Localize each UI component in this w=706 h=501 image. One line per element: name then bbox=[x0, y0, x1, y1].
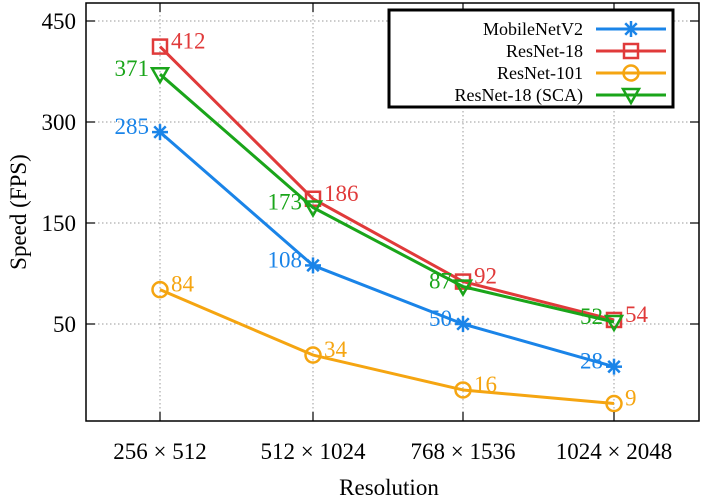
data-label-mobilenetv2: 108 bbox=[268, 247, 303, 272]
x-axis-label: Resolution bbox=[339, 475, 439, 500]
data-label-resnet-18: 54 bbox=[625, 302, 649, 327]
data-point-mobilenetv2 bbox=[455, 316, 471, 332]
series-line-resnet-18 bbox=[158, 45, 615, 322]
series-mobilenetv2: 285 108 50 28 bbox=[115, 114, 622, 375]
tick-layer: 50 150 300 450 256 × 512 512 × 1024 768 × 1536… bbox=[42, 3, 699, 464]
series-layer: 285 108 50 28 412 186 92 54 84 34 16 9 371 173 87 52 bbox=[115, 29, 649, 413]
data-point-resnet-18-sca bbox=[302, 200, 324, 219]
series-resnet-18-sca: 371 173 87 52 bbox=[115, 56, 625, 333]
x-tick-label: 512 × 1024 bbox=[261, 439, 366, 464]
legend-entry-resnet-18: ResNet-18 bbox=[506, 41, 666, 61]
series-line-resnet-101 bbox=[159, 288, 615, 406]
y-axis-label: Speed (FPS) bbox=[6, 154, 31, 270]
data-point-resnet-18-sca bbox=[452, 279, 474, 298]
data-label-resnet-18-sca: 173 bbox=[268, 190, 303, 215]
legend-marker-resnet-18-sca bbox=[620, 87, 642, 106]
data-label-mobilenetv2: 50 bbox=[429, 306, 452, 331]
series-line-mobilenetv2 bbox=[159, 130, 615, 369]
series-line-resnet-18-sca bbox=[159, 73, 615, 324]
legend-entry-resnet-101: ResNet-101 bbox=[497, 63, 666, 83]
data-point-resnet-18-sca bbox=[603, 314, 625, 333]
legend-marker-resnet-18 bbox=[622, 42, 640, 60]
data-label-resnet-18-sca: 52 bbox=[580, 304, 603, 329]
legend: MobileNetV2ResNet-18ResNet-101ResNet-18 … bbox=[387, 8, 675, 109]
legend-label-resnet-101: ResNet-101 bbox=[497, 63, 583, 83]
y-tick-label: 450 bbox=[42, 9, 77, 34]
data-point-mobilenetv2 bbox=[606, 358, 622, 375]
data-label-resnet-18-sca: 371 bbox=[115, 56, 150, 81]
data-point-mobilenetv2 bbox=[305, 257, 321, 274]
legend-label-resnet-18-sca: ResNet-18 (SCA) bbox=[455, 85, 584, 106]
data-label-resnet-101: 9 bbox=[625, 386, 637, 411]
data-label-resnet-18: 92 bbox=[474, 264, 497, 289]
y-tick-label: 150 bbox=[42, 211, 77, 236]
legend-label-resnet-18: ResNet-18 bbox=[506, 41, 583, 61]
data-point-resnet-18 bbox=[151, 38, 169, 55]
legend-entry-resnet-18-sca: ResNet-18 (SCA) bbox=[455, 85, 666, 106]
data-point-resnet-101 bbox=[304, 346, 322, 364]
data-label-resnet-18: 186 bbox=[324, 181, 359, 206]
x-tick-label: 768 × 1536 bbox=[411, 439, 516, 464]
legend-marker-mobilenetv2 bbox=[623, 21, 639, 37]
series-resnet-101: 84 34 16 9 bbox=[151, 272, 637, 413]
data-label-resnet-101: 34 bbox=[324, 337, 348, 362]
grid-lines bbox=[86, 3, 699, 421]
data-point-resnet-101 bbox=[151, 280, 169, 299]
data-point-resnet-18-sca bbox=[149, 66, 171, 85]
plot-frame bbox=[85, 2, 700, 422]
y-tick-label: 300 bbox=[42, 110, 77, 135]
y-tick-label: 50 bbox=[53, 312, 76, 337]
data-label-resnet-101: 84 bbox=[171, 272, 195, 297]
x-tick-label: 256 × 512 bbox=[113, 439, 206, 464]
legend-label-mobilenetv2: MobileNetV2 bbox=[483, 19, 583, 39]
legend-marker-resnet-101 bbox=[622, 64, 640, 82]
data-label-mobilenetv2: 28 bbox=[580, 349, 603, 374]
data-point-mobilenetv2 bbox=[152, 124, 168, 141]
data-label-resnet-18-sca: 87 bbox=[429, 269, 452, 294]
x-tick-label: 1024 × 2048 bbox=[556, 439, 672, 464]
data-label-resnet-101: 16 bbox=[474, 372, 497, 397]
data-label-resnet-18: 412 bbox=[171, 29, 206, 54]
data-label-mobilenetv2: 285 bbox=[115, 114, 150, 139]
data-point-resnet-101 bbox=[605, 394, 623, 413]
data-point-resnet-101 bbox=[454, 381, 472, 399]
legend-entry-mobilenetv2: MobileNetV2 bbox=[483, 19, 666, 39]
